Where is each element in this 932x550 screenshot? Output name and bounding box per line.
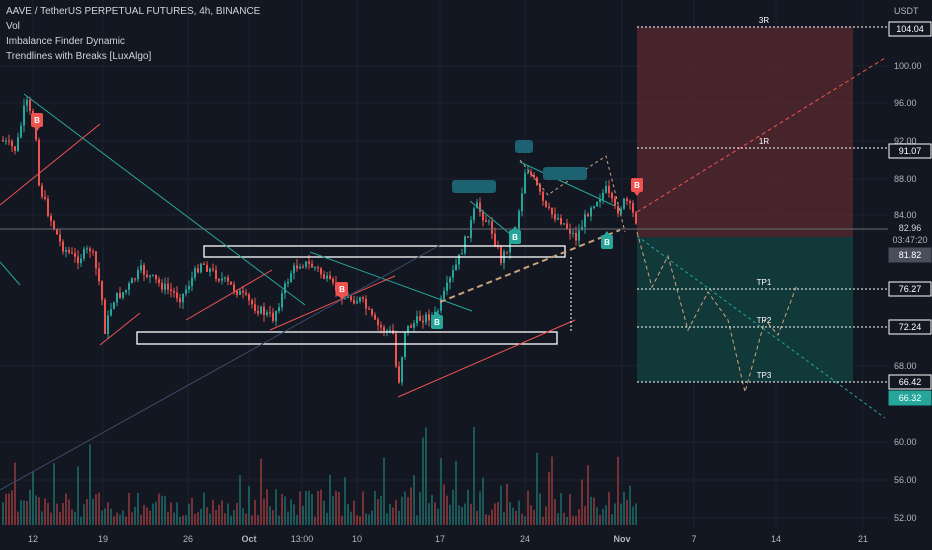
signal-marker[interactable]: B [31, 113, 43, 131]
price-tick: 68.00 [894, 361, 917, 371]
level-label: TP1 [757, 278, 772, 287]
signal-label: B [604, 238, 610, 247]
level-label: TP2 [757, 316, 772, 325]
signal-label: B [634, 181, 640, 190]
fib-path-upper [519, 155, 626, 233]
level-label: 3R [759, 16, 769, 25]
time-tick: 19 [98, 534, 108, 544]
currency-label: USDT [894, 6, 919, 16]
chart-legend: AAVE / TetherUS PERPETUAL FUTURES, 4h, B… [6, 4, 260, 64]
price-tick: 100.00 [894, 61, 922, 71]
price-tick: 52.00 [894, 513, 917, 523]
time-tick: 26 [183, 534, 193, 544]
signal-marker[interactable]: B [336, 282, 348, 300]
trendline-red-2 [99, 312, 141, 346]
indicator-vol[interactable]: Vol [6, 21, 20, 32]
chart-drawings [0, 57, 888, 491]
price-marker[interactable]: 82.96 03:47:20 [888, 220, 932, 245]
price-marker[interactable]: 66.42 [888, 374, 932, 390]
price-tick: 92.00 [894, 136, 917, 146]
price-marker-label: 91.07 [899, 146, 922, 156]
time-tick: 21 [858, 534, 868, 544]
price-marker-label: 76.27 [899, 284, 922, 294]
signal-marker[interactable]: B [631, 178, 643, 196]
time-tick: 12 [28, 534, 38, 544]
price-marker-label: 81.82 [899, 250, 922, 260]
time-tick: 17 [435, 534, 445, 544]
signal-marker[interactable]: B [601, 231, 613, 249]
signal-markers: B B B B B B [31, 113, 643, 329]
level-tp1: TP1 [637, 278, 888, 290]
time-tick: 7 [691, 534, 696, 544]
price-marker-label: 72.24 [899, 322, 922, 332]
trendline-teal-left [0, 261, 21, 286]
trendline-teal-1 [23, 93, 306, 306]
signal-marker[interactable]: B [509, 226, 521, 244]
price-marker-label: 66.42 [899, 377, 922, 387]
trendline-red-3 [185, 269, 273, 321]
time-tick: 13:00 [291, 534, 314, 544]
level-3r: 3R [637, 16, 888, 28]
indicator-trendlines[interactable]: Trendlines with Breaks [LuxAlgo] [6, 51, 152, 62]
time-axis[interactable]: 12 19 26 Oct 13:00 10 17 24 Nov 7 14 21 [0, 528, 888, 550]
imbalance-tag-2 [515, 140, 533, 153]
trendline-blue-faint [0, 244, 441, 491]
volume-bars [2, 426, 637, 525]
price-marker-label: 82.96 [899, 223, 922, 233]
support-dashed [439, 229, 621, 303]
price-marker-label: 66.32 [899, 393, 922, 403]
trendline-teal-3 [469, 200, 516, 239]
trendline-teal-4 [519, 161, 616, 207]
time-tick: 24 [520, 534, 530, 544]
trendline-red-1 [0, 123, 101, 206]
price-tick: 60.00 [894, 437, 917, 447]
price-marker[interactable]: 66.32 [888, 390, 932, 406]
target-levels: 3R 1R TP1 TP2 TP3 [637, 16, 888, 383]
target-zone [637, 237, 853, 382]
price-tick: 96.00 [894, 98, 917, 108]
imbalance-tag-3 [543, 167, 587, 180]
price-tick: 88.00 [894, 174, 917, 184]
level-label: TP3 [757, 371, 772, 380]
level-tp2: TP2 [637, 316, 888, 328]
trendline-red-4 [269, 275, 396, 331]
signal-label: B [339, 285, 345, 294]
time-tick: Nov [613, 534, 630, 544]
time-tick: 14 [771, 534, 781, 544]
imbalance-tag-1 [452, 180, 496, 193]
price-axis[interactable]: USDT 100.00 96.00 92.00 88.00 84.00 68.00 60.00… [888, 0, 932, 550]
risk-reward-zones [637, 27, 853, 382]
time-tick: Oct [241, 534, 256, 544]
stop-zone [637, 27, 853, 237]
signal-label: B [434, 318, 440, 327]
indicator-imbalance[interactable]: Imbalance Finder Dynamic [6, 36, 125, 47]
signal-label: B [512, 233, 518, 242]
trendline-red-5 [397, 319, 576, 398]
imbalance-box-lower[interactable] [136, 331, 558, 345]
price-candles [2, 96, 637, 386]
signal-label: B [34, 116, 40, 125]
price-marker[interactable]: 81.82 [888, 247, 932, 263]
time-tick: 10 [352, 534, 362, 544]
price-marker[interactable]: 91.07 [888, 143, 932, 159]
price-marker[interactable]: 104.04 [888, 21, 932, 37]
chart-title[interactable]: AAVE / TetherUS PERPETUAL FUTURES, 4h, B… [6, 6, 261, 17]
price-tick: 84.00 [894, 210, 917, 220]
signal-marker[interactable]: B [431, 311, 443, 329]
level-1r: 1R [637, 137, 888, 149]
price-tick: 56.00 [894, 475, 917, 485]
level-tp3: TP3 [637, 371, 888, 383]
price-marker[interactable]: 72.24 [888, 319, 932, 335]
price-marker-label: 104.04 [896, 24, 924, 34]
countdown: 03:47:20 [892, 235, 927, 245]
price-marker[interactable]: 76.27 [888, 281, 932, 297]
trendline-teal-2 [309, 251, 473, 312]
level-label: 1R [759, 137, 769, 146]
